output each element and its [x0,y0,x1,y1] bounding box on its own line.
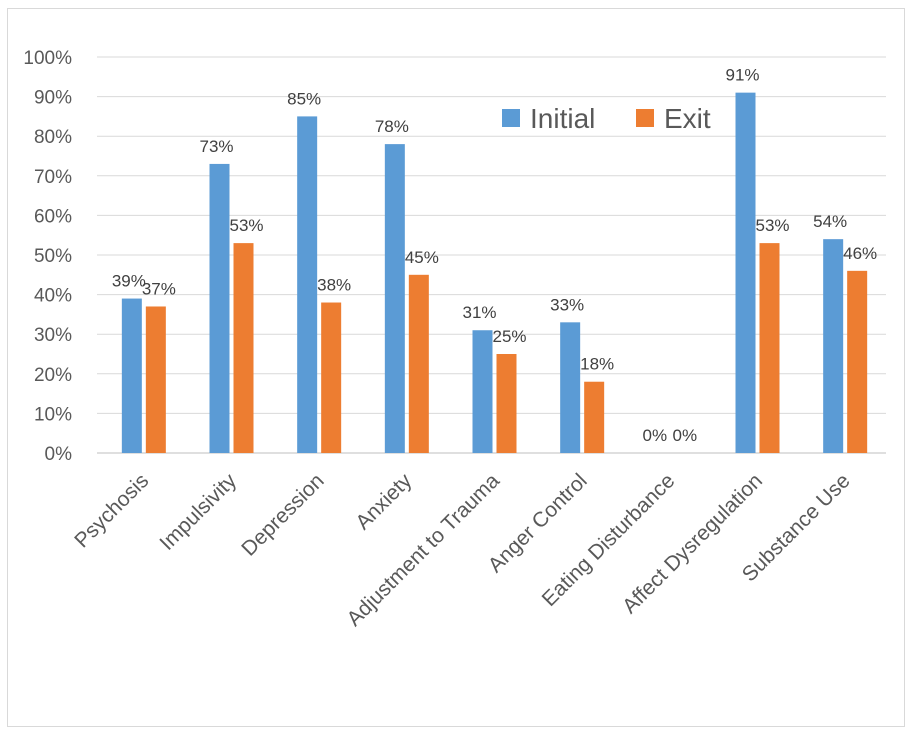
data-label: 53% [755,216,789,235]
y-tick-label: 70% [34,167,72,188]
y-axis-ticks: 0% 10% 20% 30% 40% 50% 60% 70% 80% 90% 100% [23,48,72,465]
legend-label-initial: Initial [530,103,595,134]
data-label: 78% [375,117,409,136]
legend-swatch-initial [502,109,520,127]
data-label: 18% [580,355,614,374]
data-label: 25% [492,327,526,346]
bar-exit [408,274,429,453]
bar-initial [297,116,318,454]
data-label: 0% [643,426,668,445]
x-category-label: Impulsivity [155,469,241,555]
data-label: 38% [317,276,351,295]
legend-label-exit: Exit [664,103,711,134]
bar-exit [847,270,868,453]
y-tick-label: 50% [34,246,72,267]
data-labels: 39%37% 73% 53% 85% 38% 78% 45% 31% 25% 33% 18% 0% 0%… [112,66,877,445]
y-tick-label: 10% [34,404,72,425]
bar-initial [121,298,142,453]
x-category-label: Adjustment to Trauma [343,469,505,631]
bar-initial [384,144,405,453]
x-category-label: Psychosis [70,469,153,552]
bar-exit [321,302,342,453]
y-tick-label: 90% [34,88,72,109]
x-category-label: Anxiety [351,469,416,534]
bar-initial [209,163,230,454]
y-tick-label: 60% [34,206,72,227]
data-label: 73% [199,137,233,156]
data-label: 33% [550,295,584,314]
bar-initial [823,239,844,453]
y-tick-label: 100% [23,48,72,69]
data-label: 45% [405,248,439,267]
bars [121,92,868,454]
data-label: 0% [673,426,698,445]
x-category-label: Depression [237,469,328,560]
data-label: 39% [112,272,146,291]
data-label: 85% [287,89,321,108]
y-tick-label: 20% [34,365,72,386]
bar-exit [496,354,517,453]
bar-initial [472,330,493,453]
bar-exit [233,243,254,453]
data-label: 53% [229,216,263,235]
y-tick-label: 40% [34,286,72,307]
bar-exit [584,381,605,453]
bar-exit [759,243,780,453]
legend-swatch-exit [636,109,654,127]
legend: Initial Exit [502,103,711,134]
bar-exit [145,306,166,453]
data-label: 31% [462,303,496,322]
data-label: 37% [142,279,176,298]
data-label: 54% [813,212,847,231]
y-tick-label: 30% [34,325,72,346]
y-tick-label: 0% [45,444,73,465]
bar-initial [560,322,581,453]
data-label: 46% [843,244,877,263]
data-label: 91% [725,66,759,85]
bar-initial [735,92,756,453]
y-tick-label: 80% [34,127,72,148]
